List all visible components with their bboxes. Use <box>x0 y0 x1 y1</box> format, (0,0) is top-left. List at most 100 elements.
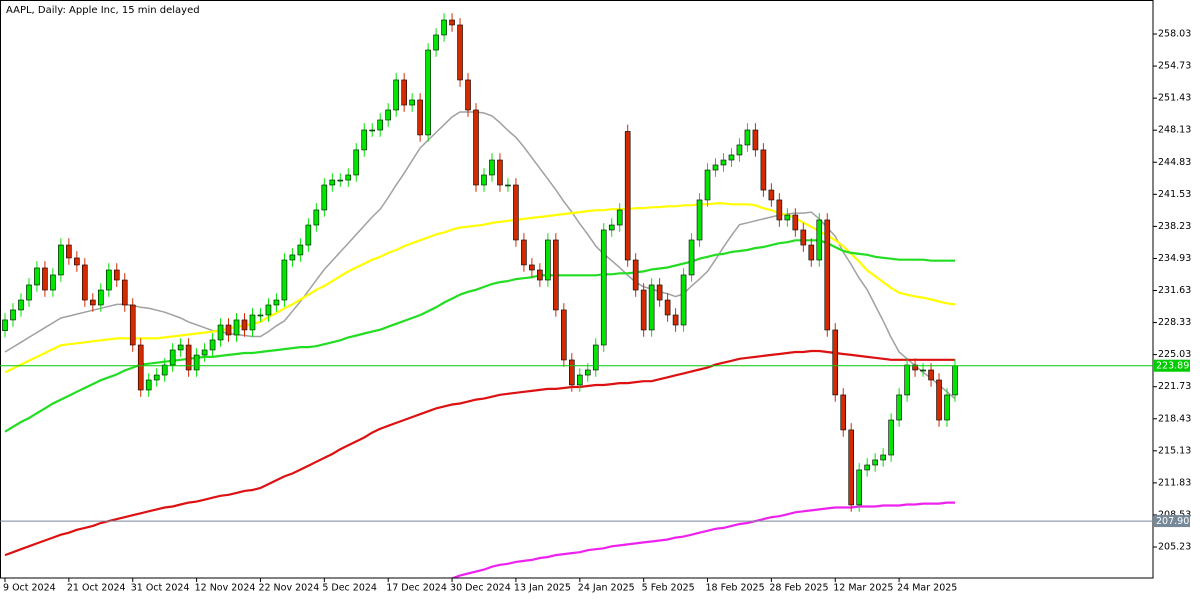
x-tick-label: 13 Jan 2025 <box>514 583 571 594</box>
candle-body <box>824 219 831 331</box>
candle-body <box>776 199 783 221</box>
candle-body <box>169 349 176 366</box>
candle-body <box>529 264 535 271</box>
x-tick-label: 30 Dec 2024 <box>450 583 511 594</box>
x-tick-label: 5 Dec 2024 <box>322 583 377 594</box>
candle-body <box>616 209 623 226</box>
candle-body <box>313 209 320 226</box>
candle-body <box>393 79 399 111</box>
candle-body <box>50 274 56 291</box>
candle-body <box>58 244 64 276</box>
candle-body <box>2 319 8 331</box>
x-tick-label: 31 Oct 2024 <box>131 583 190 594</box>
candle-body <box>600 229 607 346</box>
candle-body <box>105 269 112 291</box>
x-tick-label: 18 Feb 2025 <box>706 583 765 594</box>
candle-body <box>409 99 415 106</box>
plot-area <box>2 13 958 578</box>
candle-body <box>752 129 759 151</box>
candle-body <box>648 284 655 331</box>
candle-body <box>249 314 256 331</box>
candle-body <box>233 319 240 336</box>
candle-body <box>712 164 719 171</box>
candle-body <box>728 154 735 161</box>
y-tick-label: 225.03 <box>1158 349 1191 360</box>
candle-body <box>792 214 799 231</box>
candle-body <box>297 244 304 256</box>
candle-body <box>90 299 96 306</box>
candle-body <box>113 269 120 281</box>
candle-body <box>880 454 886 461</box>
candle-body <box>201 349 208 356</box>
candle-body <box>257 314 264 317</box>
moving-average <box>4 239 955 433</box>
y-tick-label: 234.93 <box>1158 253 1191 264</box>
x-tick-label: 5 Feb 2025 <box>642 583 695 594</box>
candle-body <box>720 159 727 166</box>
candle-body <box>545 239 551 281</box>
candle-body <box>193 354 200 371</box>
candle-body <box>800 229 807 246</box>
x-tick-label: 12 Mar 2025 <box>833 583 893 594</box>
y-tick-label: 221.73 <box>1158 381 1191 392</box>
candle-body <box>465 79 471 111</box>
y-tick-label: 248.13 <box>1158 125 1191 136</box>
candle-body <box>449 19 455 26</box>
candle-body <box>856 469 863 506</box>
candle-body <box>153 374 160 381</box>
candle-body <box>161 364 168 376</box>
y-tick-label: 258.03 <box>1158 29 1191 40</box>
price-label-box <box>1154 515 1190 528</box>
candle-body <box>816 219 823 261</box>
x-tick-label: 17 Dec 2024 <box>386 583 447 594</box>
candle-body <box>513 184 519 241</box>
candle-body <box>329 179 336 186</box>
moving-average <box>451 501 955 578</box>
candle-body <box>672 314 679 326</box>
y-tick-label: 208.53 <box>1158 509 1191 520</box>
x-tick-label: 24 Mar 2025 <box>897 583 957 594</box>
candle-body <box>768 189 775 201</box>
candle-body <box>576 374 583 386</box>
y-tick-label: 211.83 <box>1158 477 1191 488</box>
candle-body <box>952 365 958 396</box>
candle-body <box>808 244 815 261</box>
candle-body <box>832 329 839 396</box>
candle-body <box>888 419 894 456</box>
candle-body <box>840 394 847 431</box>
x-tick-label: 24 Jan 2025 <box>578 583 635 594</box>
candle-body <box>696 199 703 241</box>
candle-body <box>401 79 407 106</box>
y-tick-label: 231.63 <box>1158 285 1191 296</box>
candle-body <box>664 299 671 316</box>
candle-body <box>18 299 24 311</box>
candle-body <box>377 119 384 131</box>
candle-body <box>912 364 918 371</box>
candle-body <box>225 324 232 336</box>
price-label: 207.90 <box>1156 516 1189 527</box>
candle-body <box>385 109 391 121</box>
candle-body <box>896 394 902 421</box>
candle-body <box>369 129 376 132</box>
candle-body <box>640 289 647 331</box>
candle-body <box>584 369 591 376</box>
x-tick-label: 12 Nov 2024 <box>195 583 256 594</box>
candle-body <box>209 339 216 351</box>
price-label: 223.89 <box>1156 361 1189 372</box>
candle-body <box>872 459 878 466</box>
candle-body <box>26 284 32 301</box>
y-tick-label: 241.53 <box>1158 189 1191 200</box>
candle-body <box>305 224 312 246</box>
candle-body <box>864 464 870 471</box>
candle-body <box>185 344 192 371</box>
candle-body <box>592 344 599 371</box>
candle-body <box>928 369 934 381</box>
candle-body <box>537 269 543 281</box>
candle-body <box>688 239 695 276</box>
candle-body <box>361 129 368 151</box>
candle-body <box>608 224 615 231</box>
candle-body <box>904 364 910 396</box>
candle-body <box>177 344 184 351</box>
